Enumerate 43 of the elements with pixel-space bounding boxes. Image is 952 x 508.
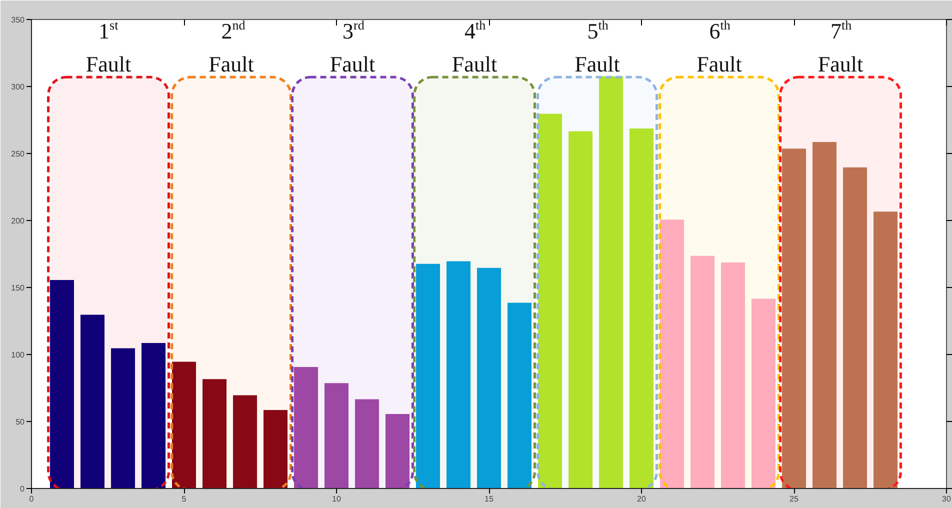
x-tick-label: 5	[182, 494, 187, 504]
bar	[79, 314, 106, 488]
y-tick-label: 250	[11, 150, 26, 158]
bar	[354, 398, 380, 488]
y-tick-label: 50	[16, 418, 26, 426]
bar	[323, 382, 350, 488]
x-tick-label: 30	[942, 494, 952, 504]
bar	[414, 262, 442, 488]
bar	[598, 75, 624, 488]
x-tick-label: 0	[29, 494, 34, 504]
bar	[476, 266, 502, 488]
x-tick-label: 25	[790, 494, 799, 504]
bar	[506, 302, 533, 488]
y-tick-label: 200	[11, 216, 26, 226]
x-tick-label: 20	[637, 494, 646, 504]
bar	[658, 218, 686, 488]
bar	[780, 148, 808, 488]
bar	[110, 347, 136, 488]
bar	[811, 140, 838, 488]
y-tick-label: 350	[11, 16, 26, 24]
bar	[445, 260, 472, 488]
bar	[170, 360, 198, 488]
bar	[567, 130, 594, 488]
bar	[201, 378, 228, 488]
bar	[536, 112, 564, 488]
bar	[384, 412, 411, 488]
x-tick-label: 10	[332, 494, 342, 504]
bar	[689, 254, 716, 488]
bar	[720, 262, 746, 488]
bar	[262, 408, 289, 488]
bar	[140, 342, 167, 488]
bar	[750, 298, 777, 488]
bar	[48, 278, 76, 488]
y-tick-label: 0	[20, 484, 26, 494]
y-tick-label: 300	[11, 82, 26, 92]
bar	[292, 366, 320, 488]
x-tick-label: 15	[484, 494, 494, 504]
bar	[232, 394, 258, 488]
bar	[842, 166, 868, 488]
bar	[628, 128, 655, 488]
bar	[872, 210, 899, 488]
y-tick-label: 100	[11, 350, 26, 360]
y-tick-label: 150	[11, 284, 26, 292]
